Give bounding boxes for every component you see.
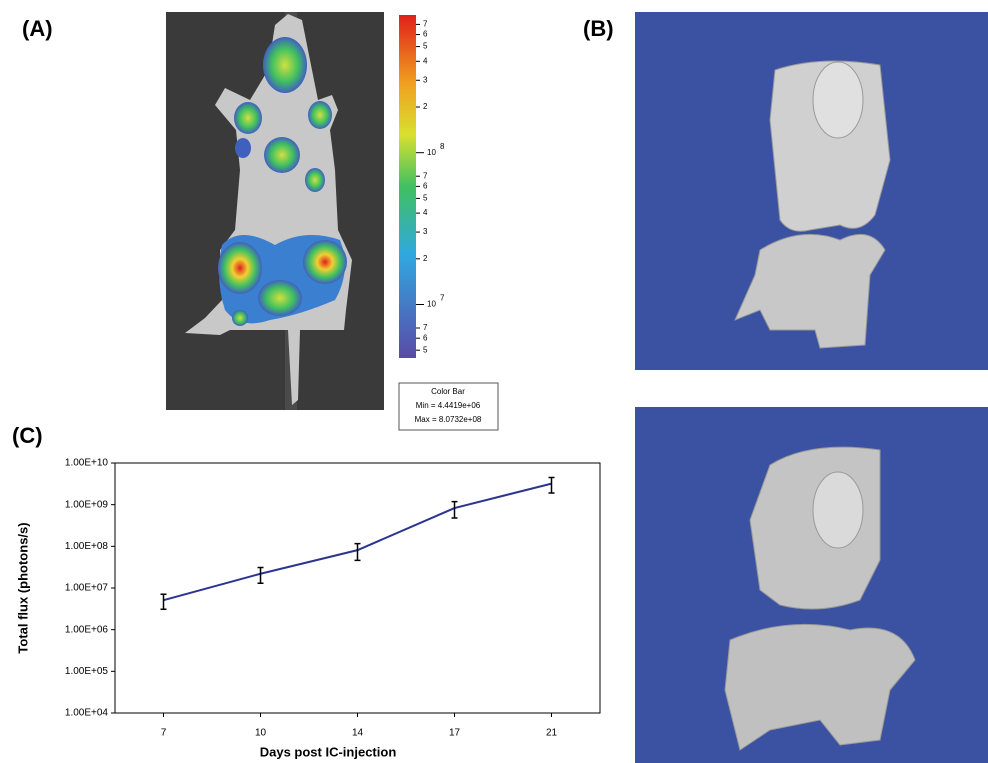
color-bar-tick-label: 5 (423, 194, 428, 203)
color-bar-tick-exponent: 8 (440, 142, 445, 151)
color-bar-tick-label: 7 (423, 323, 428, 332)
color-bar-tick-label: 5 (423, 345, 428, 354)
color-bar-tick-label: 3 (423, 227, 428, 236)
panel-label: (A) (22, 16, 53, 41)
color-bar-tick-label: 6 (423, 30, 428, 39)
color-bar-min: Min = 4.4419e+06 (416, 401, 481, 410)
color-bar-tick-label: 4 (423, 56, 428, 65)
error-bar (258, 568, 264, 584)
y-tick-label: 1.00E+07 (65, 583, 109, 594)
y-tick-label: 1.00E+04 (65, 708, 109, 719)
y-tick-label: 1.00E+05 (65, 666, 109, 677)
color-bar-tick-label: 2 (423, 254, 428, 263)
ct-image (635, 12, 988, 763)
color-bar-tick-label: 2 (423, 102, 428, 111)
color-bar (399, 15, 416, 358)
error-bar (161, 594, 167, 609)
color-bar-tick-label: 10 (427, 300, 436, 309)
y-axis-label: Total flux (photons/s) (15, 522, 30, 653)
error-bar (549, 477, 555, 493)
x-tick-label: 10 (255, 728, 267, 739)
color-bar-tick-label: 4 (423, 208, 428, 217)
plot-area (115, 463, 600, 713)
bioluminescence-image (166, 12, 384, 410)
panel-label: (B) (583, 16, 614, 41)
x-tick-label: 17 (449, 728, 461, 739)
x-axis-label: Days post IC-injection (260, 744, 397, 759)
series-line (164, 484, 552, 601)
color-bar-tick-label: 6 (423, 181, 428, 190)
color-bar-tick-label: 5 (423, 42, 428, 51)
color-bar-title: Color Bar (431, 387, 465, 396)
y-tick-label: 1.00E+10 (65, 458, 109, 469)
x-tick-label: 14 (352, 728, 364, 739)
x-tick-label: 7 (161, 728, 167, 739)
y-tick-label: 1.00E+06 (65, 624, 109, 635)
color-bar-tick-label: 3 (423, 75, 428, 84)
x-tick-label: 21 (546, 728, 558, 739)
panel-label: (C) (12, 423, 43, 448)
color-bar-tick-label: 6 (423, 333, 428, 342)
color-bar-tick-label: 10 (427, 148, 436, 157)
color-bar-tick-label: 7 (423, 171, 428, 180)
color-bar-tick-label: 7 (423, 20, 428, 29)
color-bar-tick-exponent: 7 (440, 294, 445, 303)
error-bar (355, 544, 361, 561)
y-tick-label: 1.00E+08 (65, 541, 109, 552)
figure: (A) (B) (C) Color Bar Min = 4.4419e+06 M… (0, 0, 988, 763)
y-tick-label: 1.00E+09 (65, 499, 109, 510)
color-bar-max: Max = 8.0732e+08 (415, 415, 482, 424)
